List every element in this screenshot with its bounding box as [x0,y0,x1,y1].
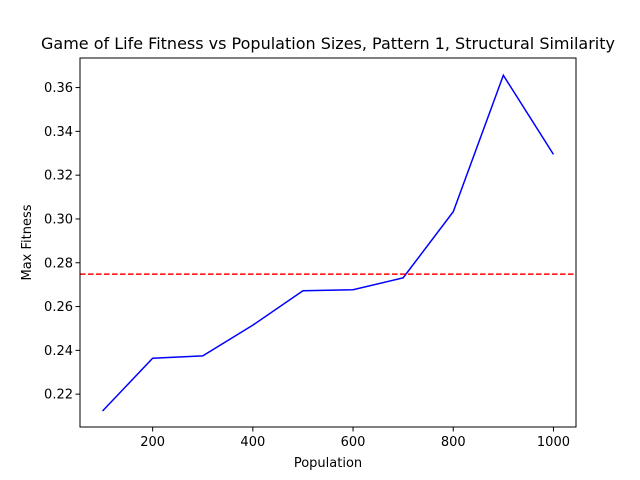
y-tick-label: 0.32 [44,169,73,184]
y-tick-label: 0.30 [44,212,73,227]
x-tick-label: 600 [341,435,366,450]
x-axis-label: Population [294,456,362,471]
chart-title: Game of Life Fitness vs Population Sizes… [41,34,615,53]
y-axis-label: Max Fitness [20,204,35,280]
y-tick-label: 0.24 [44,344,73,359]
x-tick-label: 200 [140,435,165,450]
x-axis: 200 400 600 800 1000 [140,427,570,450]
y-tick-label: 0.26 [44,300,73,315]
y-tick-label: 0.28 [44,256,73,271]
x-tick-label: 400 [240,435,265,450]
series-line [102,73,555,412]
plot-area [80,73,576,412]
y-tick-label: 0.34 [44,125,73,140]
x-tick-label: 800 [441,435,466,450]
y-axis: 0.22 0.24 0.26 0.28 0.30 0.32 0.34 0.36 [44,81,80,403]
y-tick-label: 0.22 [44,388,73,403]
x-tick-label: 1000 [537,435,570,450]
axes-frame [79,57,577,428]
y-tick-label: 0.36 [44,81,73,96]
